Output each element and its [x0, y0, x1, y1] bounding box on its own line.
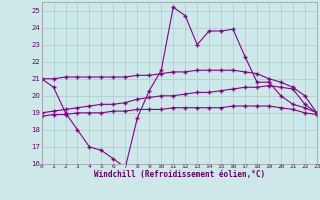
X-axis label: Windchill (Refroidissement éolien,°C): Windchill (Refroidissement éolien,°C): [94, 170, 265, 179]
